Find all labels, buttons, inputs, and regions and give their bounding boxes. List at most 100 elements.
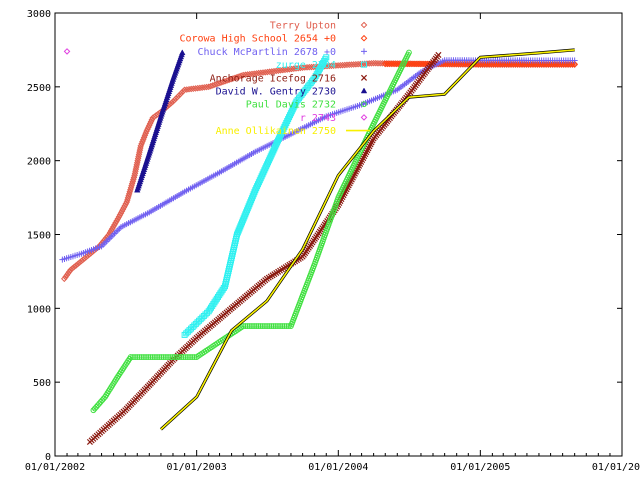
data-point — [393, 60, 400, 68]
legend-marker — [360, 21, 368, 29]
data-point — [63, 48, 71, 55]
data-point — [271, 145, 278, 152]
y-tick-label: 1000 — [27, 304, 51, 315]
data-point — [65, 268, 73, 276]
data-point — [197, 316, 204, 323]
data-point — [268, 151, 275, 158]
legend-label: zurge 2704 — [276, 60, 336, 71]
legend-label: Paul Davis 2732 — [246, 100, 336, 111]
data-point — [286, 112, 293, 119]
data-point — [267, 153, 274, 160]
data-point — [81, 255, 88, 262]
data-point — [374, 59, 382, 67]
data-point — [272, 143, 279, 150]
data-point — [167, 99, 175, 107]
data-point — [386, 60, 393, 68]
data-point — [109, 225, 116, 232]
data-point — [274, 139, 281, 146]
data-point — [280, 125, 287, 132]
axes-layer: 0 500 1000 1500 2000 2500 3000 01/01/2002 01/01/… — [25, 9, 640, 473]
data-point — [266, 155, 273, 162]
data-point — [406, 60, 413, 68]
data-point — [263, 163, 270, 170]
data-point — [202, 311, 209, 318]
data-point — [390, 60, 398, 68]
data-point — [61, 275, 68, 283]
data-point — [94, 402, 101, 409]
data-point — [258, 173, 265, 180]
data-point — [406, 49, 412, 56]
data-point — [194, 319, 201, 326]
data-point — [74, 260, 82, 268]
data-point — [72, 262, 80, 269]
legend-marker — [360, 87, 368, 94]
legend-item-zurge: zurge 2704 — [276, 60, 367, 71]
data-point — [184, 328, 191, 335]
data-point — [384, 60, 391, 68]
series-anchorage-icefog — [86, 51, 442, 445]
data-point — [419, 60, 427, 68]
series-line-outline — [159, 48, 575, 431]
series-zurge — [181, 54, 330, 338]
data-point — [96, 400, 103, 407]
data-point — [287, 110, 294, 117]
data-point — [257, 175, 264, 182]
data-point — [220, 284, 227, 291]
data-point — [113, 217, 121, 225]
data-point — [283, 119, 290, 126]
data-point — [395, 60, 402, 68]
data-point — [415, 60, 422, 68]
data-point — [289, 106, 296, 113]
data-point — [275, 137, 282, 144]
data-point — [285, 116, 292, 123]
legend-item-anchorage-icefog: Anchorage Icefog 2716 — [210, 73, 368, 84]
legend: Terry Upton Corowa High School 2654 +0 Chu… — [179, 21, 370, 137]
data-point — [388, 60, 396, 68]
data-point — [286, 114, 293, 121]
data-point — [322, 56, 329, 63]
data-point — [273, 141, 280, 148]
data-point — [76, 259, 83, 266]
data-point — [69, 265, 76, 272]
data-point — [288, 108, 295, 115]
data-point — [90, 407, 97, 414]
data-point — [84, 252, 92, 260]
data-point — [281, 123, 288, 130]
plot-frame — [54, 12, 623, 457]
y-tick-label: 2000 — [27, 157, 51, 168]
data-point — [252, 187, 259, 194]
data-point — [282, 121, 289, 128]
x-tick-label: 01/01/2004 — [308, 462, 368, 473]
data-point — [183, 330, 190, 337]
x-tick-label: 01/01/2005 — [450, 462, 510, 473]
legend-item-terry-upton: Terry Upton — [270, 21, 368, 32]
data-point — [186, 327, 193, 334]
data-point — [397, 60, 405, 68]
legend-label: Anchorage Icefog 2716 — [210, 73, 336, 84]
data-point — [265, 159, 272, 166]
data-point — [256, 177, 263, 184]
data-point — [199, 314, 206, 321]
series-chuck-mcpartlin — [59, 57, 578, 263]
data-point — [255, 179, 262, 186]
data-point — [179, 49, 186, 56]
data-point — [260, 169, 267, 176]
legend-marker — [360, 34, 368, 42]
data-point — [97, 399, 104, 405]
legend-marker — [361, 48, 367, 55]
data-point — [277, 131, 284, 138]
data-point — [276, 133, 283, 140]
legend-label: Chuck McPartlin 2678 +0 — [198, 47, 336, 58]
data-point — [290, 104, 297, 111]
legend-item-corowa-high-school: Corowa High School 2654 +0 — [179, 34, 368, 45]
data-point — [571, 57, 578, 64]
data-point — [278, 129, 285, 136]
data-point — [200, 313, 207, 320]
data-point — [64, 270, 72, 277]
data-point — [188, 325, 195, 332]
x-tick-label: 01/01/2002 — [25, 462, 85, 473]
data-point — [254, 181, 261, 188]
legend-item-david-w-gentry: David W. Gentry 2730 — [216, 87, 368, 98]
data-point — [93, 404, 100, 410]
data-point — [112, 219, 119, 226]
